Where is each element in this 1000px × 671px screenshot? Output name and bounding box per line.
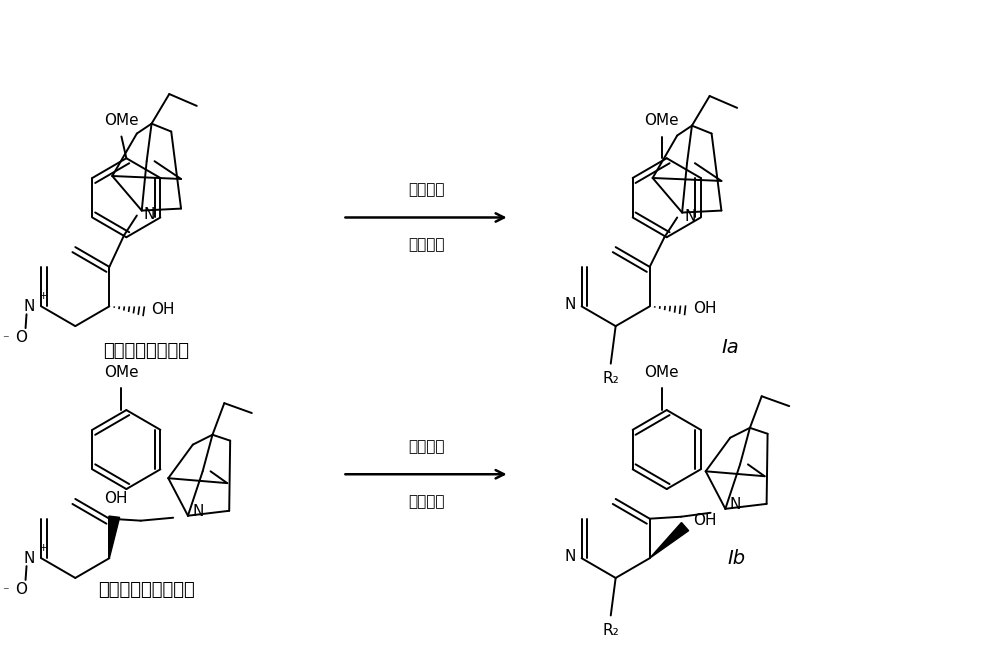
Text: O: O xyxy=(15,331,27,346)
Text: N: N xyxy=(564,297,576,312)
Text: R₂: R₂ xyxy=(602,623,619,638)
Text: ⁻: ⁻ xyxy=(3,585,9,599)
Text: N: N xyxy=(684,209,696,224)
Text: N: N xyxy=(144,207,155,222)
Text: Ia: Ia xyxy=(721,338,739,358)
Text: 亲核试剂: 亲核试剂 xyxy=(408,183,444,197)
Text: 活化试剂: 活化试剂 xyxy=(408,495,444,509)
Text: OMe: OMe xyxy=(644,113,679,128)
Text: O: O xyxy=(15,582,27,597)
Text: N: N xyxy=(564,549,576,564)
Text: OH: OH xyxy=(693,513,716,528)
Text: 二氢奎宁氨氧化物: 二氢奎宁氨氧化物 xyxy=(103,342,189,360)
Text: 亲核试剂: 亲核试剂 xyxy=(408,439,444,454)
Text: OMe: OMe xyxy=(104,113,139,128)
Text: N: N xyxy=(192,505,203,519)
Text: OH: OH xyxy=(152,302,175,317)
Text: +: + xyxy=(39,544,48,554)
Polygon shape xyxy=(109,516,120,558)
Text: 二氢奎尼丁氨氧化物: 二氢奎尼丁氨氧化物 xyxy=(98,581,194,599)
Text: N: N xyxy=(24,299,35,314)
Text: R₂: R₂ xyxy=(602,371,619,386)
Text: OMe: OMe xyxy=(104,365,139,380)
Text: 活化试剂: 活化试剂 xyxy=(408,238,444,253)
Polygon shape xyxy=(650,523,689,558)
Text: OH: OH xyxy=(693,301,716,316)
Text: Ib: Ib xyxy=(727,549,745,568)
Text: ⁻: ⁻ xyxy=(3,333,9,346)
Text: N: N xyxy=(24,551,35,566)
Text: N: N xyxy=(729,497,741,513)
Text: +: + xyxy=(39,291,48,301)
Text: OH: OH xyxy=(104,491,128,507)
Text: OMe: OMe xyxy=(644,365,679,380)
